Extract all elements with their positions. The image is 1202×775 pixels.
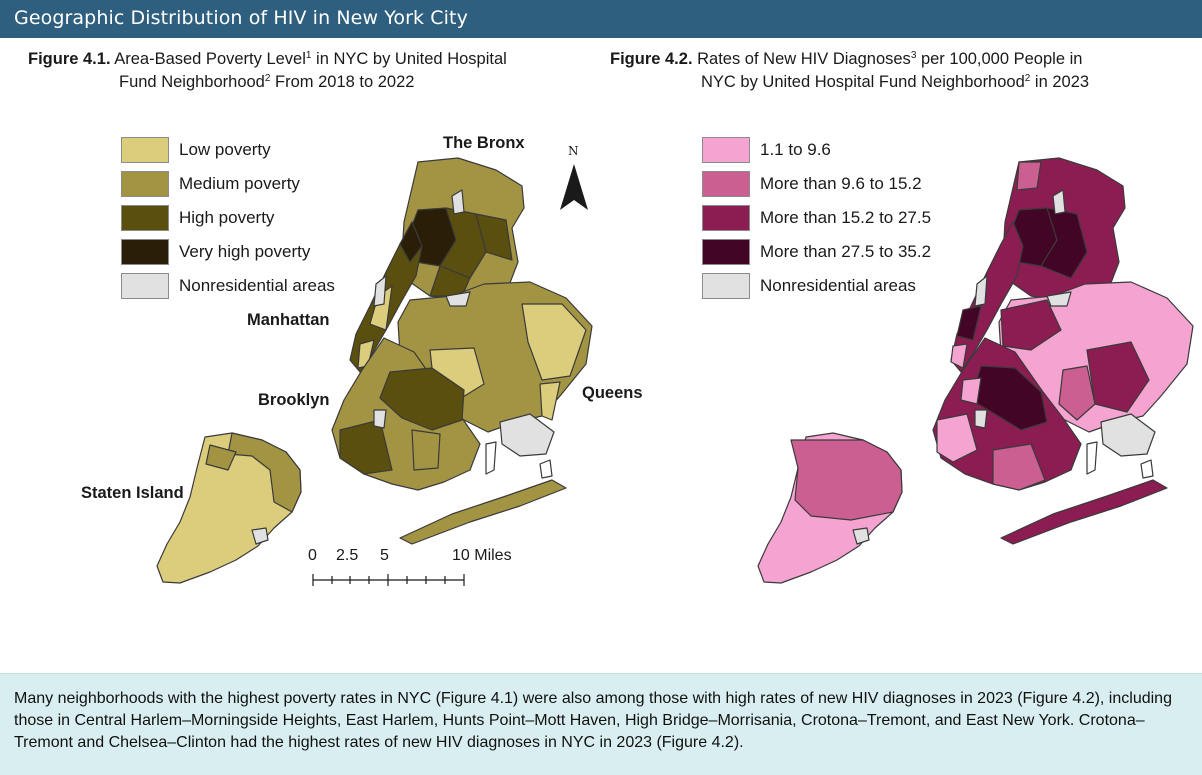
figure-4-2-label: Figure 4.2. — [610, 50, 693, 68]
label-manhattan: Manhattan — [247, 311, 330, 329]
label-staten-island: Staten Island — [81, 484, 184, 502]
figure-4-1-title: Figure 4.1. Area-Based Poverty Level1 in… — [28, 50, 507, 91]
summary-box: Many neighborhoods with the highest pove… — [0, 673, 1202, 775]
legend-swatch — [702, 239, 750, 265]
rockaway-peninsula — [1000, 479, 1168, 545]
scale-bar: 0 2.5 5 10 Miles — [304, 545, 534, 595]
legend-swatch — [121, 239, 169, 265]
legend-swatch — [702, 137, 750, 163]
label-queens: Queens — [582, 384, 643, 402]
staten-island-north-tract — [227, 432, 302, 513]
legend-swatch — [702, 171, 750, 197]
legend-swatch — [121, 273, 169, 299]
legend-swatch — [702, 273, 750, 299]
rockaway-peninsula — [399, 479, 567, 545]
summary-text: Many neighborhoods with the highest pove… — [14, 690, 1172, 751]
figure-4-2-title: Figure 4.2. Rates of New HIV Diagnoses3 … — [610, 50, 1090, 91]
figure-4-1-label: Figure 4.1. — [28, 50, 111, 68]
section-header: Geographic Distribution of HIV in New Yo… — [0, 0, 1202, 38]
staten-island-north-tract — [790, 439, 903, 521]
hiv-rate-map — [757, 157, 1194, 584]
legend-swatch — [121, 171, 169, 197]
poverty-map — [156, 157, 593, 584]
legend-swatch — [121, 205, 169, 231]
legend-swatch — [702, 205, 750, 231]
legend-swatch — [121, 137, 169, 163]
jfk-airport — [499, 413, 555, 457]
scale-ruler — [312, 574, 465, 586]
label-the-bronx: The Bronx — [443, 134, 525, 152]
jfk-airport — [1100, 413, 1156, 457]
label-brooklyn: Brooklyn — [258, 391, 330, 409]
north-arrow-icon — [560, 164, 588, 210]
north-arrow: N — [556, 144, 592, 214]
